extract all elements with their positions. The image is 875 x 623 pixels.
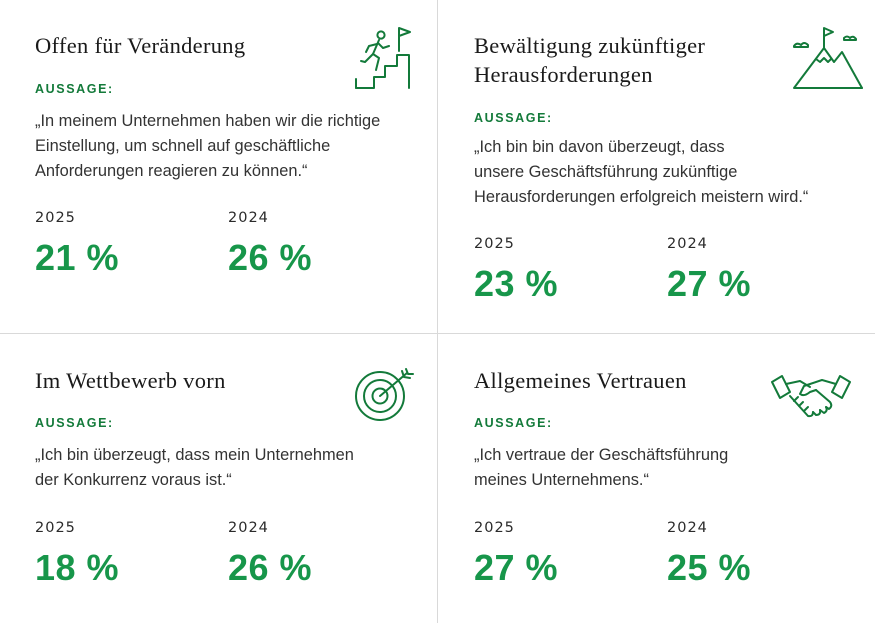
value-2025: 27 % [474,547,559,588]
quote-line: „In meinem Unternehmen haben wir die ric… [35,112,381,130]
value-2025: 21 % [35,237,120,278]
card-title: Offen für Veränderung [35,33,246,58]
statement-label: AUSSAGE: [35,416,114,430]
year-2025: 2025 [474,236,515,252]
statement-quote: „Ich vertraue der Geschäftsführung meine… [474,443,864,493]
quote-line: „Ich bin bin davon überzeugt, dass [474,138,725,156]
quote-line: unsere Geschäftsführung zukünftige [474,163,738,181]
value-2025: 23 % [474,263,559,304]
card-title: Bewältigung zukünftiger Herausforderunge… [474,31,705,89]
statement-label: AUSSAGE: [474,416,553,430]
value-2024: 25 % [667,547,752,588]
card-title: Im Wettbewerb vorn [35,368,226,393]
value-2024: 27 % [667,263,752,304]
year-2025: 2025 [35,520,76,536]
card-open-to-change: Offen für Veränderung AUSSAGE: „In meine… [35,0,430,333]
statement-label: AUSSAGE: [474,111,553,125]
card-competitive-lead: Im Wettbewerb vorn AUSSAGE: „Ich bin übe… [35,334,430,623]
vertical-divider [437,0,438,623]
card-title: Allgemeines Vertrauen [474,368,687,393]
year-2025: 2025 [35,210,76,226]
statement-quote: „In meinem Unternehmen haben wir die ric… [35,109,425,184]
quote-line: der Konkurrenz voraus ist.“ [35,471,232,489]
quote-line: meines Unternehmens.“ [474,471,649,489]
quote-line: Einstellung, um schnell auf geschäftlich… [35,137,331,155]
handshake-icon [770,372,852,422]
value-2024: 26 % [228,547,313,588]
value-2025: 18 % [35,547,120,588]
quote-line: „Ich vertraue der Geschäftsführung [474,446,729,464]
horizontal-divider [0,333,875,334]
statement-label: AUSSAGE: [35,82,114,96]
stairs-runner-icon [353,25,413,91]
quote-line: Herausforderungen erfolgreich meistern w… [474,188,809,206]
card-general-trust: Allgemeines Vertrauen AUSSAGE: „Ich vert… [474,334,869,623]
year-2024: 2024 [228,210,269,226]
year-2024: 2024 [667,236,708,252]
quote-line: Anforderungen reagieren zu können.“ [35,162,308,180]
value-2024: 26 % [228,237,313,278]
statement-quote: „Ich bin bin davon überzeugt, dass unser… [474,135,864,210]
statement-quote: „Ich bin überzeugt, dass mein Unternehme… [35,443,425,493]
year-2025: 2025 [474,520,515,536]
quote-line: „Ich bin überzeugt, dass mein Unternehme… [35,446,354,464]
mountain-flag-icon [792,24,864,92]
card-future-challenges: Bewältigung zukünftiger Herausforderunge… [474,0,869,333]
year-2024: 2024 [667,520,708,536]
title-line: Herausforderungen [474,62,653,87]
target-arrow-icon [353,368,415,422]
title-line: Bewältigung zukünftiger [474,33,706,58]
year-2024: 2024 [228,520,269,536]
